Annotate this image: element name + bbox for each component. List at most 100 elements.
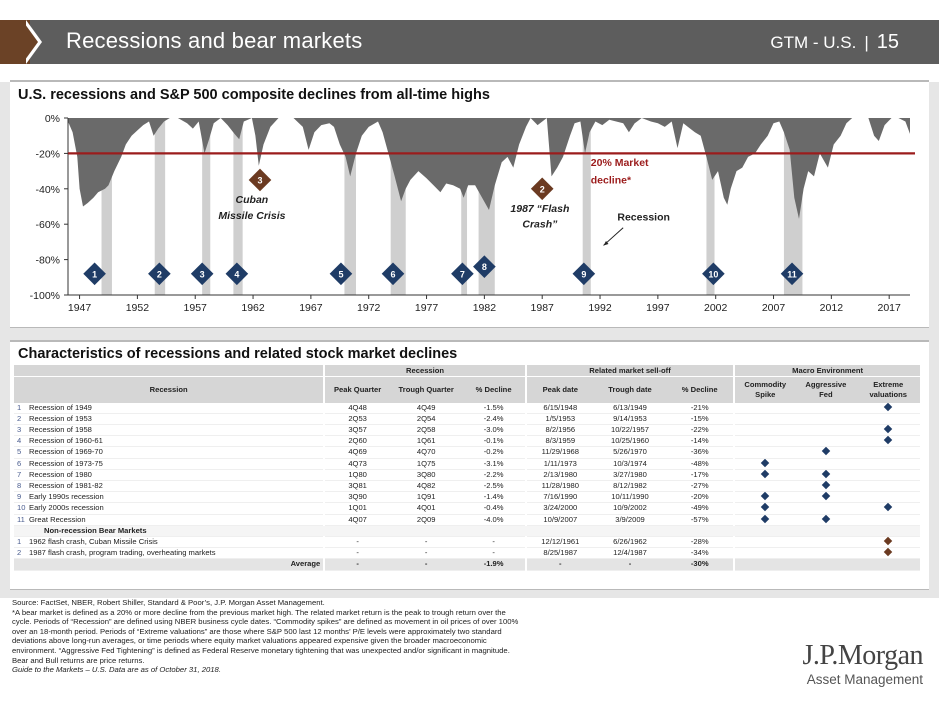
market-decline-cell: -28% [666,536,735,549]
recession-marker-diamond [190,262,214,286]
header-chevron-icon [22,20,38,64]
peak-date-cell: 11/28/1980 [524,480,594,493]
recession-shading-bar [706,118,715,295]
peak-quarter-cell: 3Q81 [323,480,390,493]
x-tick-label: 2002 [704,302,728,314]
recession-shading-bar [233,118,243,295]
recession-marker-label: 7 [460,269,465,279]
peak-date-cell: 12/12/1961 [524,536,594,549]
recession-name-cell: 9 Early 1990s recession [14,491,325,504]
recession-marker-label: 2 [157,269,162,279]
recession-decline-cell: - [462,536,526,549]
recession-name-cell: 3 Recession of 1958 [14,424,325,437]
row-name: Recession of 1958 [29,424,92,434]
chart-annotation: Missile Crisis [218,210,285,222]
trough-quarter-cell: 3Q80 [389,469,463,481]
recession-name-cell: 6 Recession of 1973-75 [14,458,325,470]
footnote-line: cycle. Periods of “Recession” are define… [12,617,519,627]
commodity-spike-cell [733,514,796,526]
trough-date-cell: 3/9/2009 [593,514,667,526]
col-header-peak-date: Peak date [524,376,594,403]
extreme-valuations-cell [856,536,920,549]
average-row: Average - - -1.9% - - -30% [14,558,920,571]
row-number: 10 [17,503,26,513]
trough-quarter-cell: 2Q09 [389,514,463,526]
trough-date-cell: 10/25/1960 [593,435,667,448]
diamond-icon [883,503,893,512]
y-tick-label: -40% [35,184,60,196]
extreme-valuations-cell [856,402,920,414]
table-row: 6 Recession of 1973-75 4Q73 1Q75 -3.1% 1/11/1… [14,458,920,470]
diamond-icon [761,491,770,501]
drawdown-area [68,118,910,219]
trough-quarter-cell: 1Q61 [389,435,463,448]
peak-date-cell: 7/16/1990 [524,491,594,504]
chart-annotation: Recession [617,212,670,224]
table-row: 7 Recession of 1980 1Q80 3Q80 -2.2% 2/13/1980… [14,469,920,481]
page-title: Recessions and bear markets [66,28,363,53]
col-header-market-decline: % Decline [666,376,735,403]
guide-label: GTM - U.S. [770,33,857,52]
market-decline-cell: -17% [666,469,735,481]
table-row: 4 Recession of 1960-61 2Q60 1Q61 -0.1% 8/3/19… [14,435,920,448]
recession-shading-bar [344,118,356,295]
chart-annotation: Cuban [236,194,269,206]
trough-date-cell: 9/14/1953 [593,413,667,425]
drawdown-chart: 0% -20% -40% -60% -80% -100% 1947 1952 1957 1962 1… [10,105,930,320]
peak-quarter-cell: - [323,536,390,549]
peak-date-cell: 10/9/2007 [524,514,594,526]
aggressive-fed-cell [795,469,857,481]
average-peak-date: - [524,558,594,571]
row-name: Early 1990s recession [29,492,104,502]
logo-line1: J.P.Morgan [802,640,923,671]
market-decline-cell: -34% [666,547,735,560]
header-separator: | [864,33,869,52]
row-name: Recession of 1953 [29,413,92,423]
row-name: Recession of 1980 [29,469,92,479]
footnote-line: deviations above long-run averages, or t… [12,636,487,646]
recession-decline-cell: -3.0% [462,424,526,437]
y-tick-label: 0% [45,113,60,125]
footnote-line: *A bear market is defined as a 20% or mo… [12,607,506,617]
jpmorgan-logo: J.P.Morgan Asset Management [802,640,923,687]
y-tick-label: -80% [35,255,60,267]
average-label: Average [14,558,325,571]
diamond-icon [883,547,893,557]
row-name: Recession of 1949 [29,402,92,412]
non-recession-subheader: Non-recession Bear Markets [14,525,920,537]
x-tick-label: 1947 [68,302,92,314]
blank-group-header [14,365,325,377]
row-name: 1987 flash crash, program trading, overh… [29,548,216,558]
trough-quarter-cell: 1Q75 [389,458,463,470]
recession-decline-cell: -4.0% [462,514,526,526]
extreme-valuations-cell [856,514,920,526]
recession-decline-cell: -2.2% [462,469,526,481]
peak-quarter-cell: 2Q53 [323,413,390,425]
table-row: 1 Recession of 1949 4Q48 4Q49 -1.5% 6/15/1948… [14,402,920,414]
threshold-label: decline* [591,174,632,186]
average-empty [733,558,796,571]
trough-date-cell: 10/3/1974 [593,458,667,470]
x-tick-label: 1997 [646,302,670,314]
peak-quarter-cell: 4Q07 [323,514,390,526]
diamond-icon [883,536,893,546]
header-bar [0,20,939,64]
col-header-extreme-valuations: Extreme valuations [856,376,920,403]
peak-date-cell: 8/25/1987 [524,547,594,560]
diamond-icon [761,514,770,523]
recession-marker-label: 8 [482,262,487,272]
trough-quarter-cell: 4Q01 [389,502,463,515]
recession-marker-label: 5 [338,269,343,279]
recession-name-cell: 7 Recession of 1980 [14,469,325,481]
recession-marker-diamond [780,262,804,286]
aggressive-fed-cell [795,435,857,448]
recession-shading-bar [582,118,591,295]
row-name: Great Recession [29,514,86,524]
recession-marker-label: 10 [708,269,718,279]
commodity-spike-cell [733,446,796,459]
table-row: 3 Recession of 1958 3Q57 2Q58 -3.0% 8/2/1956 1… [14,424,920,437]
average-trough-quarter: - [389,558,463,571]
row-number: 2 [17,548,22,558]
peak-quarter-cell: 4Q73 [323,458,390,470]
recession-name-cell: 1 1962 flash crash, Cuban Missile Crisis [14,536,325,549]
